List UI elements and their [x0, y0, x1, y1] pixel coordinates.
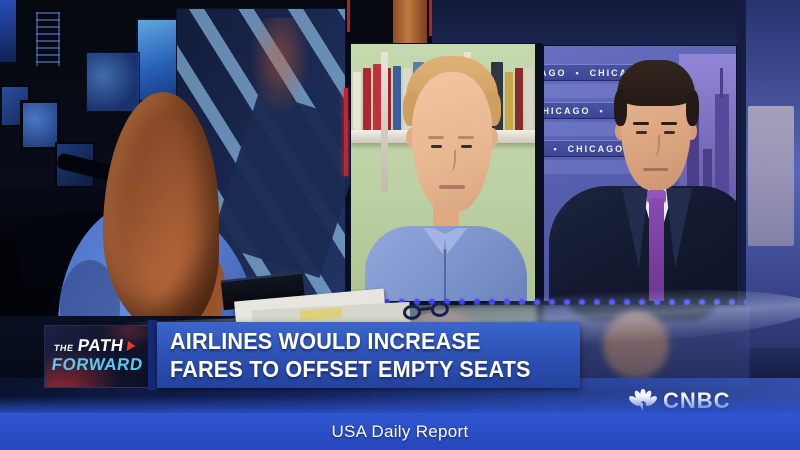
guest2-hair: [614, 90, 627, 126]
book-spine: [373, 64, 381, 130]
guest1-face: [412, 72, 492, 212]
guest2-ear: [687, 122, 697, 140]
warm-glass-reflection: [250, 18, 310, 118]
show-badge-path-forward: THE PATH FORWARD: [45, 326, 150, 387]
guest1-ear: [487, 128, 498, 148]
book-spine: [515, 68, 523, 130]
headline-line2: FARES TO OFFSET EMPTY SEATS: [170, 356, 531, 382]
badge-word-the: THE: [53, 343, 75, 353]
video-wall-gap: [536, 43, 543, 302]
guest1-brow: [458, 136, 474, 139]
guest2-eye: [664, 131, 675, 134]
guest-video-panel-1: [350, 43, 536, 302]
wood-pillar: [393, 0, 427, 46]
anchor-head-hair: [103, 92, 219, 334]
eyeglass-lens: [402, 303, 422, 321]
guest2-brow: [661, 122, 677, 125]
eyeglass-lens: [430, 300, 450, 318]
headline-line1: AIRLINES WOULD INCREASE: [170, 328, 481, 354]
studio-wall-panel: [432, 0, 762, 48]
badge-word-path: PATH: [76, 336, 126, 355]
guest2-ear: [615, 122, 625, 140]
guest2-eye: [636, 131, 647, 134]
studio-ladder: [36, 12, 60, 66]
badge-word-forward: FORWARD: [50, 355, 145, 374]
play-triangle-icon: [126, 341, 137, 351]
guest2-tie: [649, 198, 664, 301]
studio-glass-panel: [86, 52, 140, 112]
guest1-eye: [461, 145, 472, 148]
book-spine: [363, 68, 371, 130]
guest1-mouth: [439, 185, 465, 189]
studio-light-panel: [0, 0, 16, 62]
guest1-brow: [428, 136, 444, 139]
guest2-hair: [617, 60, 695, 106]
red-led-strip: [347, 0, 350, 32]
guest2-nose: [650, 135, 660, 157]
ticker-bar: USA Daily Report: [0, 413, 800, 450]
red-led-strip: [429, 0, 432, 36]
guest1-eye: [431, 145, 442, 148]
book-spine: [525, 68, 533, 130]
guest1-nose: [446, 150, 456, 172]
studio-monitor-screen: [136, 18, 178, 102]
guest2-brow: [633, 122, 649, 125]
shelf-bracket: [381, 52, 388, 192]
guest-video-panel-2: CHICAGO • CHICAGO • CHICAGO CHICAGO • CH…: [543, 45, 737, 302]
studio-monitor: [20, 100, 60, 150]
guest2-hair: [686, 90, 699, 126]
red-led-strip: [344, 88, 348, 176]
badge-text-group: THE PATH FORWARD: [50, 336, 146, 375]
book-spine: [353, 72, 361, 130]
wall-light-panel: [748, 106, 794, 246]
ticker-bar-fade: [0, 396, 800, 414]
guest1-shirt-placket: [444, 249, 446, 301]
ticker-text: USA Daily Report: [331, 421, 469, 441]
banner-left-cap: [148, 320, 157, 390]
reflection-face: [603, 311, 669, 379]
guest1-ear: [406, 128, 417, 148]
wall-edge: [737, 0, 746, 450]
badge-red-streak: [100, 326, 150, 350]
skyline-antenna: [720, 68, 723, 98]
book-spine: [393, 66, 401, 130]
book-spine: [505, 72, 513, 130]
guest2-mouth: [643, 168, 668, 171]
led-dot-row: [352, 297, 746, 307]
headline-banner: AIRLINES WOULD INCREASE FARES TO OFFSET …: [157, 322, 580, 388]
